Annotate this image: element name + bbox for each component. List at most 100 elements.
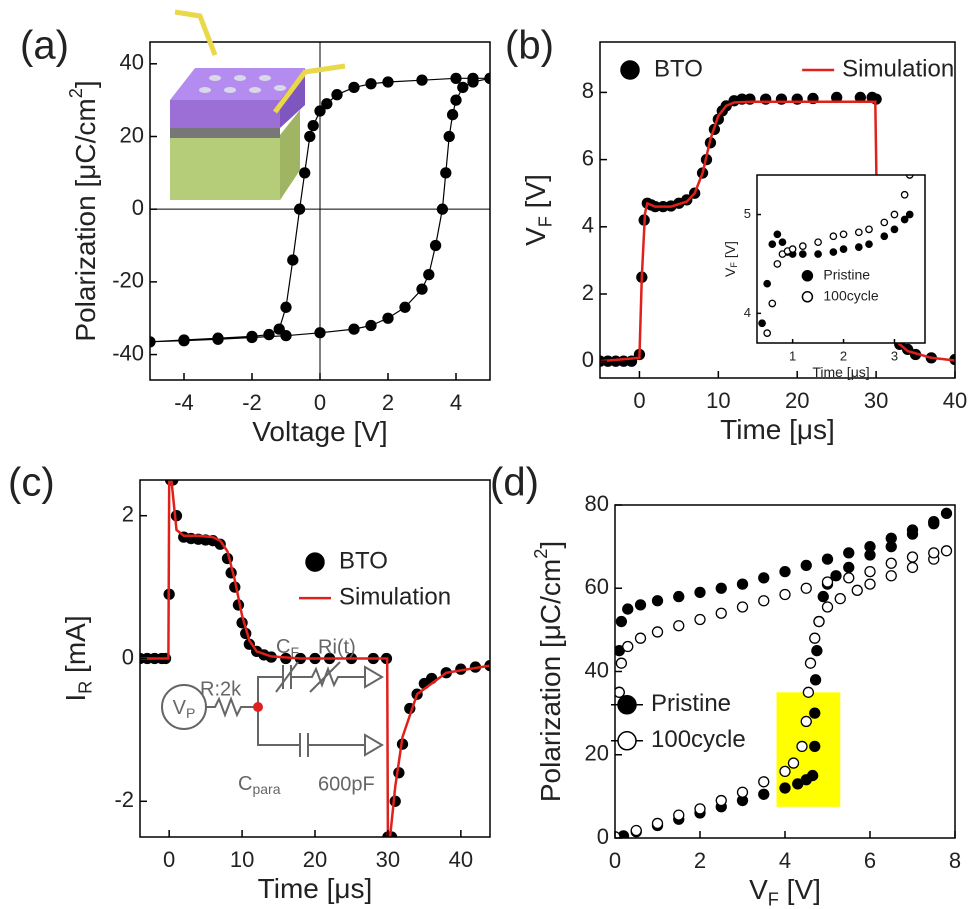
panel: 0 10 20 30 40 -2 0 2 Time [μs] IR [mA] (c) BTO Simul… [8, 461, 491, 904]
data-point [839, 245, 848, 253]
text-part: C [276, 636, 290, 658]
data-point [763, 279, 772, 288]
y-tick-label: -2 [114, 787, 134, 812]
y-axis-label: IR [mA] [60, 615, 95, 701]
data-point [280, 301, 292, 313]
y-tick-label: 4 [744, 305, 751, 320]
data-point [715, 582, 727, 594]
device-bottom-side [280, 110, 300, 200]
data-point [864, 540, 876, 553]
y-tick-label: 20 [585, 741, 609, 766]
y-tick-label: 60 [585, 574, 609, 599]
legend-label: Pristine [651, 690, 731, 717]
panel-label: (b) [505, 24, 554, 68]
resistor-label: R:2k [200, 678, 242, 700]
y-tick-label: 40 [120, 50, 144, 75]
x-axis-label: VF [V] [749, 874, 821, 909]
data-point [779, 565, 791, 578]
panel-label: (c) [8, 461, 55, 505]
device-film-front [170, 100, 280, 128]
data-point [758, 319, 766, 328]
legend-marker [305, 552, 325, 572]
data-point [634, 599, 647, 611]
data-point [809, 632, 821, 644]
data-point [814, 250, 822, 258]
data-point [399, 301, 411, 313]
data-point [813, 615, 825, 628]
y-axis-label: VF [V] [722, 241, 740, 277]
data-point [615, 831, 621, 838]
x-tick-label: 20 [785, 388, 809, 413]
text-sub: para [252, 781, 280, 797]
text-part: [V] [722, 241, 738, 262]
data-point [834, 593, 846, 605]
plot-area [140, 480, 490, 837]
data-point [830, 570, 842, 582]
data-point [885, 532, 897, 544]
data-point [787, 757, 800, 769]
text-part: Time [μs] [258, 873, 373, 904]
data-point [821, 576, 834, 588]
data-point [800, 715, 812, 728]
y-tick-label: 2 [122, 502, 134, 527]
text-sup: 2 [531, 549, 551, 559]
data-point [293, 203, 306, 215]
data-point [821, 553, 834, 565]
data-point [214, 538, 226, 550]
wire [257, 707, 300, 746]
data-point [851, 584, 863, 596]
data-point [843, 547, 855, 559]
plot-frame [614, 504, 956, 839]
data-point [457, 81, 469, 94]
data-point [429, 239, 442, 252]
text-part: ] [535, 541, 566, 549]
data-point [809, 707, 821, 719]
data-point [773, 260, 782, 268]
data-point [829, 232, 838, 241]
legend-label: BTO [339, 547, 388, 574]
data-point [778, 238, 787, 247]
data-point [443, 130, 455, 143]
text-sub: P [186, 705, 195, 721]
text-sub: F [290, 644, 299, 660]
panel-label: (d) [490, 461, 539, 505]
data-point [263, 328, 275, 341]
legend-marker [617, 695, 637, 715]
data-point [440, 167, 452, 179]
data-point [821, 601, 834, 613]
y-tick-label: 40 [585, 657, 609, 682]
text-sub: F [730, 262, 740, 268]
data-point [212, 333, 224, 345]
text-part: [mA] [60, 615, 91, 680]
pad [234, 75, 246, 81]
data-point [450, 94, 462, 106]
y-tick-label: 5 [744, 206, 751, 221]
x-tick-label: 4 [779, 848, 791, 873]
x-tick-label: 6 [864, 848, 876, 873]
pad [209, 75, 221, 81]
text-part: V [520, 227, 551, 246]
data-point [450, 72, 462, 84]
data-point [615, 615, 628, 628]
data-point [758, 776, 770, 788]
x-tick-label: 3 [891, 349, 898, 364]
text-part: ] [70, 80, 101, 88]
device-bottom-front [170, 135, 280, 200]
data-point [900, 215, 909, 224]
data-point [484, 72, 490, 84]
data-point [299, 167, 311, 179]
x-axis-label: Time [μs] [258, 873, 373, 904]
data-point [796, 740, 808, 753]
data-point [928, 516, 940, 528]
data-point [811, 645, 823, 657]
x-tick-label: 0 [314, 390, 326, 415]
data-point [906, 551, 919, 563]
x-tick-label: 2 [840, 349, 847, 364]
data-point [880, 232, 889, 241]
text-part: C [238, 773, 252, 795]
data-point [304, 130, 316, 143]
probe [174, 9, 218, 56]
data-point [779, 782, 791, 794]
